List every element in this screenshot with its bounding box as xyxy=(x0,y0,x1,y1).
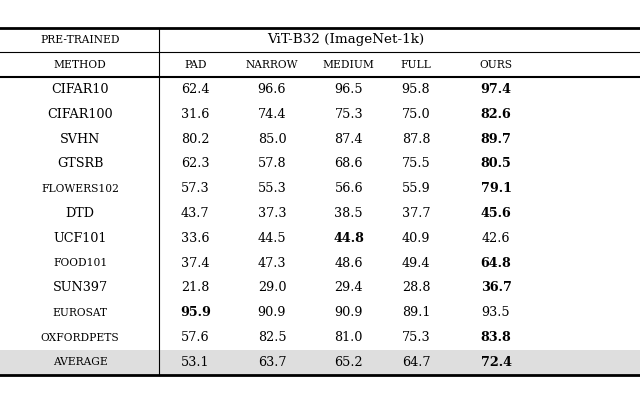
Text: SVHN: SVHN xyxy=(60,133,100,146)
Text: 72.4: 72.4 xyxy=(481,356,511,369)
Text: CIFAR10: CIFAR10 xyxy=(51,83,109,96)
Text: 38.5: 38.5 xyxy=(335,207,363,220)
Text: 89.7: 89.7 xyxy=(481,133,511,146)
Text: EUROSAT: EUROSAT xyxy=(52,308,108,318)
Text: 55.9: 55.9 xyxy=(402,182,430,195)
Text: 43.7: 43.7 xyxy=(181,207,209,220)
Text: PAD: PAD xyxy=(184,60,207,70)
Text: 68.6: 68.6 xyxy=(335,158,363,171)
Text: 44.8: 44.8 xyxy=(333,232,364,245)
Text: 87.8: 87.8 xyxy=(402,133,430,146)
Text: FOOD101: FOOD101 xyxy=(53,258,107,268)
Text: OXFORDPETS: OXFORDPETS xyxy=(41,333,119,342)
Bar xyxy=(0,350,640,375)
Text: 82.5: 82.5 xyxy=(258,331,286,344)
Text: 96.6: 96.6 xyxy=(258,83,286,96)
Text: 47.3: 47.3 xyxy=(258,256,286,269)
Text: 62.4: 62.4 xyxy=(181,83,209,96)
Text: 89.1: 89.1 xyxy=(402,306,430,319)
Text: SUN397: SUN397 xyxy=(52,281,108,294)
Text: 40.9: 40.9 xyxy=(402,232,430,245)
Text: 53.1: 53.1 xyxy=(181,356,209,369)
Text: 28.8: 28.8 xyxy=(402,281,430,294)
Text: 74.4: 74.4 xyxy=(258,108,286,121)
Text: 33.6: 33.6 xyxy=(181,232,209,245)
Text: 31.6: 31.6 xyxy=(181,108,209,121)
Text: 48.6: 48.6 xyxy=(335,256,363,269)
Text: 57.3: 57.3 xyxy=(181,182,209,195)
Text: 80.2: 80.2 xyxy=(181,133,209,146)
Text: CIFAR100: CIFAR100 xyxy=(47,108,113,121)
Text: 80.5: 80.5 xyxy=(481,158,511,171)
Text: 97.4: 97.4 xyxy=(481,83,511,96)
Text: 42.6: 42.6 xyxy=(482,232,510,245)
Text: 44.5: 44.5 xyxy=(258,232,286,245)
Text: 81.0: 81.0 xyxy=(335,331,363,344)
Text: PRE-TRAINED: PRE-TRAINED xyxy=(40,35,120,45)
Text: 37.3: 37.3 xyxy=(258,207,286,220)
Text: 75.5: 75.5 xyxy=(402,158,430,171)
Text: 75.3: 75.3 xyxy=(335,108,363,121)
Text: 65.2: 65.2 xyxy=(335,356,363,369)
Text: 75.3: 75.3 xyxy=(402,331,430,344)
Text: 64.7: 64.7 xyxy=(402,356,430,369)
Text: GTSRB: GTSRB xyxy=(57,158,103,171)
Text: 95.8: 95.8 xyxy=(402,83,430,96)
Text: 85.0: 85.0 xyxy=(258,133,286,146)
Text: MEDIUM: MEDIUM xyxy=(323,60,375,70)
Text: 29.4: 29.4 xyxy=(335,281,363,294)
Text: ViT-B32 (ImageNet-1k): ViT-B32 (ImageNet-1k) xyxy=(267,33,424,46)
Text: NARROW: NARROW xyxy=(246,60,298,70)
Text: 45.6: 45.6 xyxy=(481,207,511,220)
Text: 37.7: 37.7 xyxy=(402,207,430,220)
Text: 96.5: 96.5 xyxy=(335,83,363,96)
Text: 75.0: 75.0 xyxy=(402,108,430,121)
Text: 21.8: 21.8 xyxy=(181,281,209,294)
Text: FULL: FULL xyxy=(401,60,431,70)
Text: 49.4: 49.4 xyxy=(402,256,430,269)
Text: 83.8: 83.8 xyxy=(481,331,511,344)
Text: 36.7: 36.7 xyxy=(481,281,511,294)
Text: 93.5: 93.5 xyxy=(482,306,510,319)
Text: 63.7: 63.7 xyxy=(258,356,286,369)
Text: DTD: DTD xyxy=(65,207,95,220)
Text: 90.9: 90.9 xyxy=(258,306,286,319)
Text: 90.9: 90.9 xyxy=(335,306,363,319)
Text: METHOD: METHOD xyxy=(54,60,106,70)
Text: 87.4: 87.4 xyxy=(335,133,363,146)
Text: 95.9: 95.9 xyxy=(180,306,211,319)
Text: FLOWERS102: FLOWERS102 xyxy=(41,184,119,194)
Text: 82.6: 82.6 xyxy=(481,108,511,121)
Text: AVERAGE: AVERAGE xyxy=(52,357,108,367)
Text: 57.8: 57.8 xyxy=(258,158,286,171)
Text: 64.8: 64.8 xyxy=(481,256,511,269)
Text: 57.6: 57.6 xyxy=(181,331,209,344)
Text: 37.4: 37.4 xyxy=(181,256,209,269)
Text: 29.0: 29.0 xyxy=(258,281,286,294)
Text: 79.1: 79.1 xyxy=(481,182,511,195)
Text: 56.6: 56.6 xyxy=(335,182,363,195)
Text: OURS: OURS xyxy=(479,60,513,70)
Text: 55.3: 55.3 xyxy=(258,182,286,195)
Text: UCF101: UCF101 xyxy=(53,232,107,245)
Text: 62.3: 62.3 xyxy=(181,158,209,171)
